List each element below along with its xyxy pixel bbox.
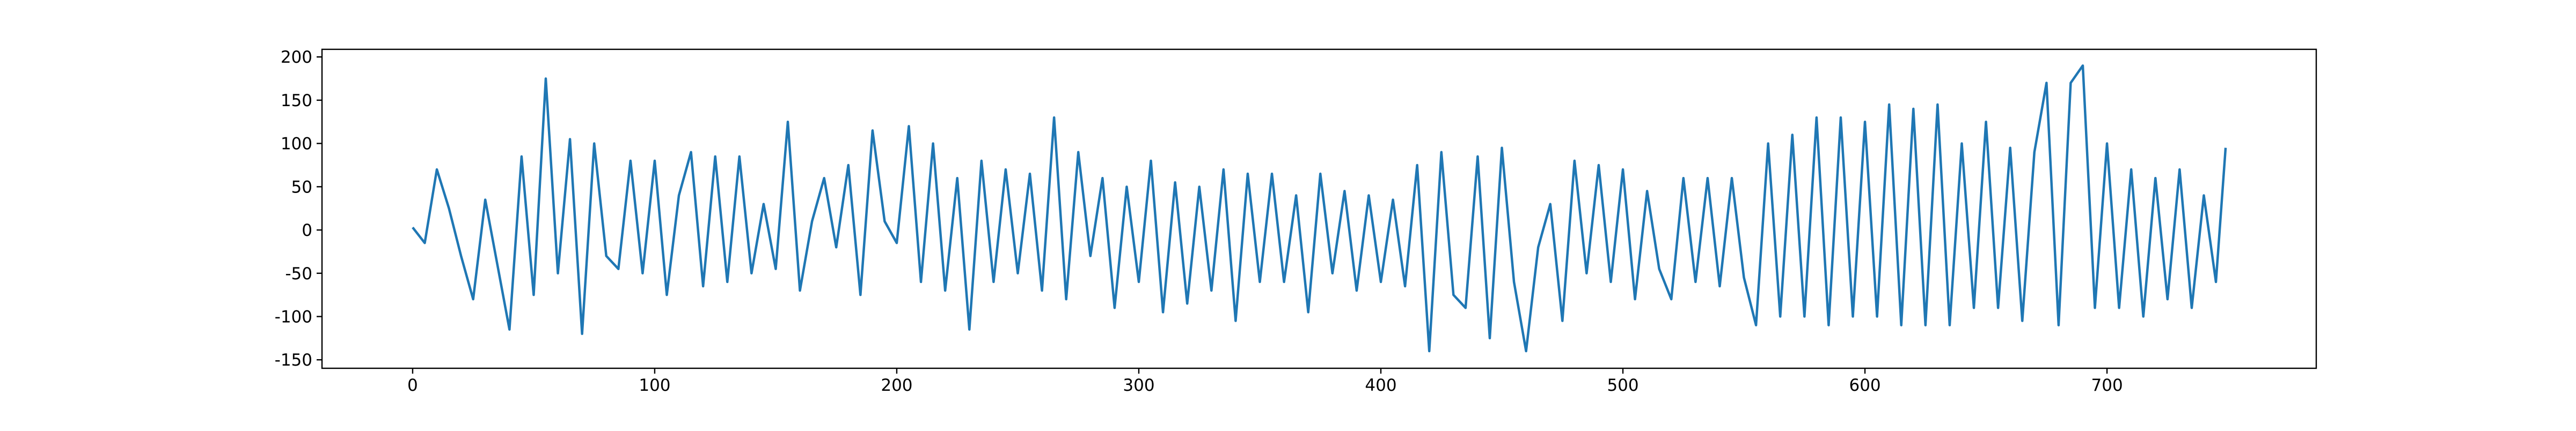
x-tick-label: 600 <box>1849 376 1880 395</box>
x-tick-label: 0 <box>407 376 418 395</box>
x-tick-label: 100 <box>639 376 670 395</box>
y-tick-label: -50 <box>285 264 312 284</box>
y-tick-label: 150 <box>281 91 312 110</box>
y-tick-label: 100 <box>281 135 312 154</box>
data-line <box>412 64 2227 353</box>
y-tick-label: 50 <box>291 177 312 197</box>
x-tick-label: 700 <box>2091 376 2123 395</box>
y-tick-label: -150 <box>275 351 312 370</box>
y-tick-label: 0 <box>302 221 312 240</box>
y-tick-label: 200 <box>281 48 312 67</box>
x-tick-label: 500 <box>1607 376 1638 395</box>
x-tick-label: 300 <box>1123 376 1154 395</box>
x-tick-label: 400 <box>1365 376 1396 395</box>
x-tick-label: 200 <box>881 376 912 395</box>
plot-frame <box>321 48 2317 369</box>
y-tick-label: -100 <box>275 307 312 326</box>
